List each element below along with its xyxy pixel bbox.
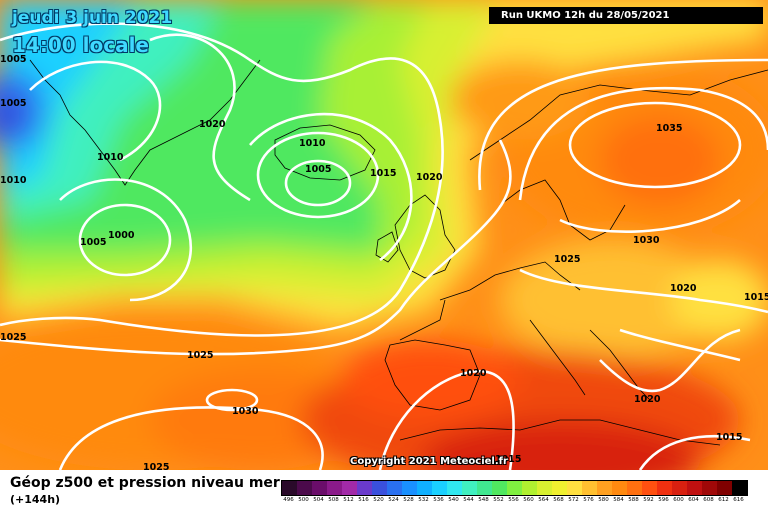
color-legend-bar <box>281 480 748 496</box>
geopotential-color-field <box>0 0 768 470</box>
legend-swatch <box>642 481 657 495</box>
legend-swatch <box>507 481 522 495</box>
isobar-label-1030-azores: 1030 <box>232 406 259 417</box>
legend-swatch <box>492 481 507 495</box>
legend-swatch <box>462 481 477 495</box>
isobar-label-1025-germany: 1025 <box>554 254 580 265</box>
isobar-label-1025-bottom: 1025 <box>143 462 169 470</box>
isobar-label-1030-baltic: 1030 <box>633 235 660 246</box>
legend-value-label: 504 <box>313 497 324 503</box>
legend-value-label: 552 <box>493 497 504 503</box>
legend-swatch <box>297 481 312 495</box>
legend-swatch <box>657 481 672 495</box>
isobar-label-1035-scandinavia: 1035 <box>656 123 682 134</box>
isobar-label-1020-balkans: 1020 <box>670 283 697 294</box>
isobar-label-1020-iberia: 1020 <box>460 368 487 379</box>
legend-swatch <box>357 481 372 495</box>
forecast-lead-time: (+144h) <box>10 493 61 506</box>
isobar-label-1005-iceland: 1005 <box>305 164 331 175</box>
legend-value-label: 548 <box>478 497 489 503</box>
isobar-label-1015-africa: 1015 <box>495 454 521 465</box>
isobar-label-1020-greece: 1020 <box>634 394 661 405</box>
map-title: Géop z500 et pression niveau mer <box>10 475 280 491</box>
isobar-label-1005-nw: 1005 <box>0 54 26 65</box>
legend-value-label: 580 <box>598 497 609 503</box>
color-legend-labels: 496 500 504 508 512 516 520 524 528 532 536 540 544 5… <box>281 497 746 503</box>
legend-swatch <box>372 481 387 495</box>
copyright-text: Copyright 2021 Meteociel.fr <box>350 456 508 467</box>
legend-value-label: 572 <box>568 497 579 503</box>
legend-value-label: 592 <box>643 497 654 503</box>
legend-value-label: 512 <box>343 497 354 503</box>
legend-value-label: 500 <box>298 497 309 503</box>
isobar-label-1000-low: 1000 <box>108 230 135 241</box>
legend-value-label: 520 <box>373 497 384 503</box>
legend-value-label: 584 <box>613 497 624 503</box>
isobar-label-1010-edge: 1010 <box>0 175 27 186</box>
isobar-label-1020-norway: 1020 <box>416 172 443 183</box>
isobar-label-1015-se: 1015 <box>716 432 742 443</box>
weather-map: 1005 1005 1010 1010 1020 1010 1005 1015 … <box>0 0 768 470</box>
isobar-label-1005-low: 1005 <box>80 237 106 248</box>
isobar-labels: 1005 1005 1010 1010 1020 1010 1005 1015 … <box>0 54 768 470</box>
legend-value-label: 568 <box>553 497 564 503</box>
legend-swatch <box>477 481 492 495</box>
isobar-label-1010-greenland: 1010 <box>97 152 124 163</box>
legend-swatch <box>597 481 612 495</box>
legend-swatch <box>567 481 582 495</box>
legend-value-label: 564 <box>538 497 549 503</box>
legend-swatch <box>342 481 357 495</box>
legend-value-label: 556 <box>508 497 519 503</box>
legend-value-label: 604 <box>688 497 699 503</box>
isobar-label-1020-greenland: 1020 <box>199 119 226 130</box>
legend-value-label: 524 <box>388 497 399 503</box>
legend-swatch <box>582 481 597 495</box>
legend-swatch <box>627 481 642 495</box>
legend-swatch <box>672 481 687 495</box>
legend-value-label: 508 <box>328 497 339 503</box>
legend-value-label: 616 <box>733 497 744 503</box>
legend-value-label: 612 <box>718 497 729 503</box>
legend-swatch <box>402 481 417 495</box>
legend-swatch <box>552 481 567 495</box>
legend-swatch <box>717 481 732 495</box>
legend-swatch <box>282 481 297 495</box>
legend-swatch <box>327 481 342 495</box>
legend-swatch <box>312 481 327 495</box>
legend-value-label: 540 <box>448 497 459 503</box>
isobar-label-1025-atlantic: 1025 <box>187 350 213 361</box>
legend-value-label: 532 <box>418 497 429 503</box>
run-info-banner: Run UKMO 12h du 28/05/2021 <box>489 7 763 24</box>
legend-swatch <box>387 481 402 495</box>
isobars <box>0 22 768 470</box>
legend-value-label: 600 <box>673 497 684 503</box>
legend-value-label: 496 <box>283 497 294 503</box>
isobar-label-1010-iceland: 1010 <box>299 138 326 149</box>
legend-value-label: 588 <box>628 497 639 503</box>
legend-swatch <box>447 481 462 495</box>
legend-swatch <box>732 481 747 495</box>
legend-swatch <box>702 481 717 495</box>
legend-value-label: 528 <box>403 497 414 503</box>
legend-swatch <box>687 481 702 495</box>
legend-swatch <box>612 481 627 495</box>
legend-value-label: 536 <box>433 497 444 503</box>
legend-value-label: 608 <box>703 497 714 503</box>
forecast-time: 14:00 locale <box>12 33 149 57</box>
legend-value-label: 516 <box>358 497 369 503</box>
isobar-label-1015-iceland: 1015 <box>370 168 396 179</box>
isobar-label-1015-east: 1015 <box>744 292 768 303</box>
legend-value-label: 560 <box>523 497 534 503</box>
forecast-date: jeudi 3 juin 2021 <box>12 8 173 28</box>
legend-value-label: 596 <box>658 497 669 503</box>
legend-swatch <box>522 481 537 495</box>
legend-swatch <box>432 481 447 495</box>
legend-swatch <box>537 481 552 495</box>
legend-swatch <box>417 481 432 495</box>
legend-value-label: 576 <box>583 497 594 503</box>
isobar-label-1005-w: 1005 <box>0 98 26 109</box>
legend-value-label: 544 <box>463 497 474 503</box>
isobar-label-1025-west: 1025 <box>0 332 26 343</box>
coastlines <box>29 59 768 446</box>
